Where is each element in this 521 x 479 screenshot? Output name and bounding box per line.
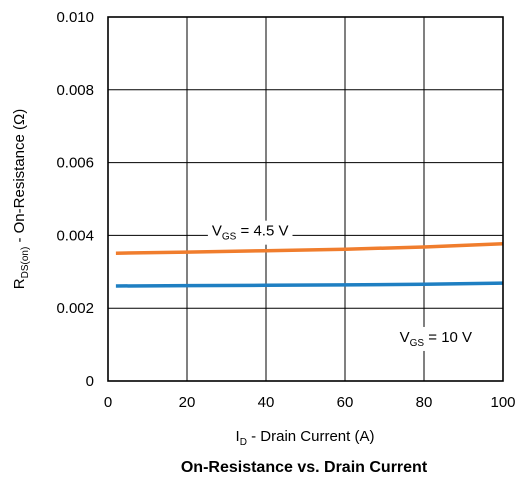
annotation-bg [207,220,293,245]
annotations: VGS = 4.5 V VGS = 10 V [207,220,477,351]
annotation-label: VGS = 10 V [400,329,472,349]
annotation-label: VGS = 4.5 V [212,223,289,243]
series-line-1 [115,242,504,255]
x-axis-label: ID - Drain Current (A) [236,428,375,448]
x-tick-label: 40 [258,394,275,411]
y-tick-label: 0.004 [56,227,94,244]
x-tick-label: 100 [490,394,515,411]
y-tick-label: 0 [86,373,94,390]
x-tick-label: 20 [179,394,196,411]
x-tick-label: 0 [104,394,112,411]
chart-title: On-Resistance vs. Drain Current [181,459,428,476]
series-lines [115,242,504,288]
y-tick-label: 0.006 [56,155,94,172]
y-tick-label: 0.010 [56,9,94,26]
x-tick-labels: 0 20 40 60 80 100 [104,394,516,411]
y-axis-label: RDS(on) - On-Resistance (Ω) [11,109,31,289]
series-line-2 [115,281,504,288]
y-tick-labels: 0 0.002 0.004 0.006 0.008 0.010 [56,9,94,390]
plot-frame [107,16,504,382]
grid-lines [108,17,503,381]
x-tick-label: 60 [337,394,354,411]
y-tick-label: 0.008 [56,82,94,99]
x-tick-label: 80 [416,394,433,411]
annotation-bg [395,326,477,351]
y-tick-label: 0.002 [56,300,94,317]
